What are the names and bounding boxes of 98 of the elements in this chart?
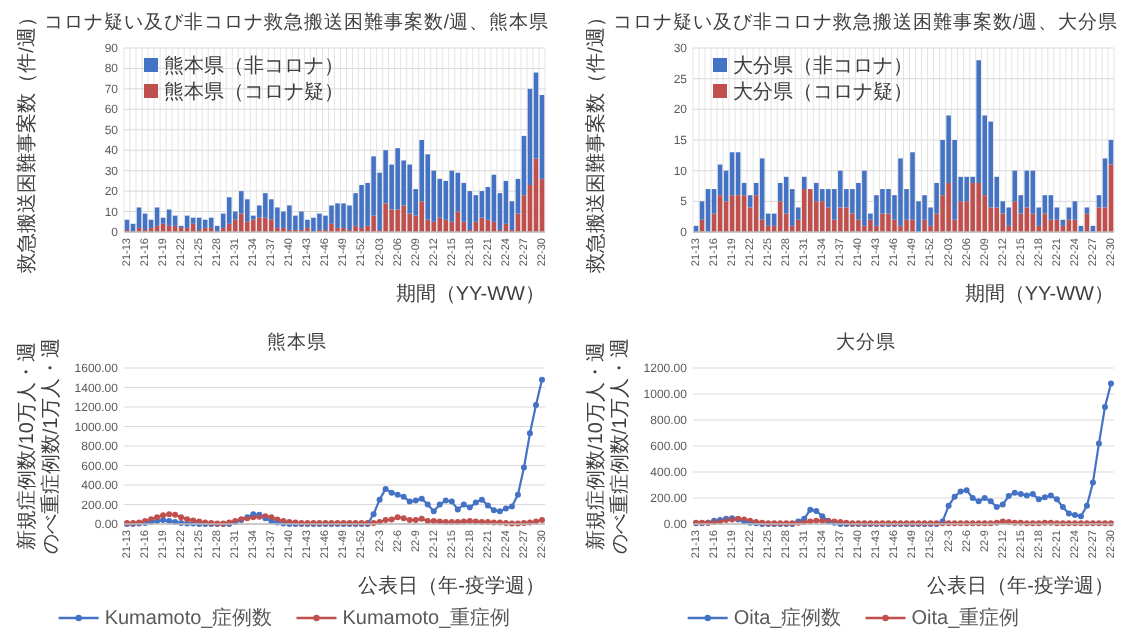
y-axis-title: 新規症例数/10万人・週のべ重症例数/1万人・週 (584, 337, 633, 555)
bar (814, 182, 819, 202)
bar (389, 209, 394, 232)
bar (801, 189, 807, 232)
bar (976, 182, 981, 232)
y-axis-title: 救急搬送困難事案数（件/週） (15, 7, 40, 275)
bar (886, 213, 891, 232)
y-axis-title: 新規症例数/10万人・週のべ重症例数/1万人・週 (15, 337, 64, 555)
bar (988, 121, 993, 208)
bar (1012, 201, 1018, 232)
bar (287, 205, 292, 230)
bar (419, 201, 424, 232)
bar (449, 170, 455, 222)
bar (437, 178, 443, 218)
bar (395, 209, 400, 232)
bar (898, 158, 903, 226)
bar (341, 203, 346, 228)
bar (226, 223, 232, 232)
bar (335, 203, 340, 228)
legend-label: Kumamoto_症例数 (104, 606, 273, 630)
bar (880, 213, 885, 232)
bar (269, 219, 274, 232)
bar (263, 193, 268, 218)
bar (269, 199, 274, 220)
bar (838, 207, 843, 232)
bar (904, 219, 909, 232)
legend-label: Oita_症例数 (733, 606, 842, 630)
bar (850, 213, 855, 232)
bar (245, 199, 250, 222)
bar (136, 207, 142, 228)
bar (922, 219, 927, 232)
bar (383, 203, 388, 232)
bar (820, 189, 825, 202)
bar (801, 176, 807, 190)
bar (1072, 201, 1078, 220)
bar (1066, 207, 1072, 220)
bar (251, 219, 256, 232)
bar (238, 191, 244, 214)
bar (401, 205, 406, 232)
bar (232, 219, 238, 232)
bar (1006, 207, 1012, 226)
bar (329, 205, 334, 224)
bar (257, 217, 262, 232)
y-axis-title: 救急搬送困難事案数（件/週） (584, 7, 609, 275)
bar (862, 170, 867, 226)
legend-label: 熊本県（非コロナ） (164, 54, 344, 78)
bar (238, 213, 244, 232)
legend-label: 熊本県（コロナ疑） (164, 80, 344, 104)
x-axis-title: 期間（YY-WW） (964, 282, 1114, 306)
legend-label: 大分県（コロナ疑） (733, 80, 913, 104)
bar (1000, 213, 1006, 232)
bar (958, 201, 963, 232)
bar (850, 189, 855, 214)
bar (946, 182, 951, 232)
bar (431, 221, 437, 232)
bar (245, 221, 250, 232)
bar (299, 211, 304, 230)
bar (910, 219, 915, 232)
x-axis-title: 公表日（年-疫学週） (927, 574, 1114, 598)
legend-label: Kumamoto_重症例 (342, 606, 511, 630)
chart-title: 熊本県 (266, 330, 327, 354)
bar (844, 207, 849, 232)
bar (329, 223, 334, 232)
bar (994, 207, 1000, 232)
bar (359, 184, 364, 228)
bar (886, 189, 891, 214)
chart-title: コロナ疑い及び非コロナ救急搬送困難事案数/週、熊本県 (43, 10, 550, 34)
bar (263, 217, 268, 232)
bar (964, 176, 969, 202)
bar (371, 215, 376, 232)
bar (305, 219, 310, 228)
legend-label: Oita_重症例 (911, 606, 1020, 630)
bar (874, 195, 879, 226)
bar (856, 219, 861, 232)
bar (807, 189, 813, 232)
x-axis-title: 期間（YY-WW） (395, 282, 545, 306)
bar (826, 207, 831, 232)
bar (226, 197, 232, 224)
legend-label: 大分県（非コロナ） (733, 54, 913, 78)
bar (1084, 207, 1090, 214)
bar (407, 213, 412, 232)
bar (437, 217, 443, 232)
bar (395, 148, 400, 210)
bar (353, 193, 358, 226)
x-axis-title: 公表日（年-疫学週） (358, 574, 545, 598)
bar (281, 211, 286, 228)
chart-title: 大分県 (835, 330, 896, 354)
bar (317, 213, 322, 230)
chart-title: コロナ疑い及び非コロナ救急搬送困難事案数/週、大分県 (612, 10, 1119, 34)
bar (311, 217, 316, 232)
bar (820, 201, 825, 232)
bar (275, 207, 280, 228)
bar (407, 164, 412, 214)
bar (970, 182, 975, 232)
bar (868, 219, 873, 232)
bar (443, 219, 449, 232)
bar (892, 219, 897, 232)
bar (154, 207, 160, 226)
